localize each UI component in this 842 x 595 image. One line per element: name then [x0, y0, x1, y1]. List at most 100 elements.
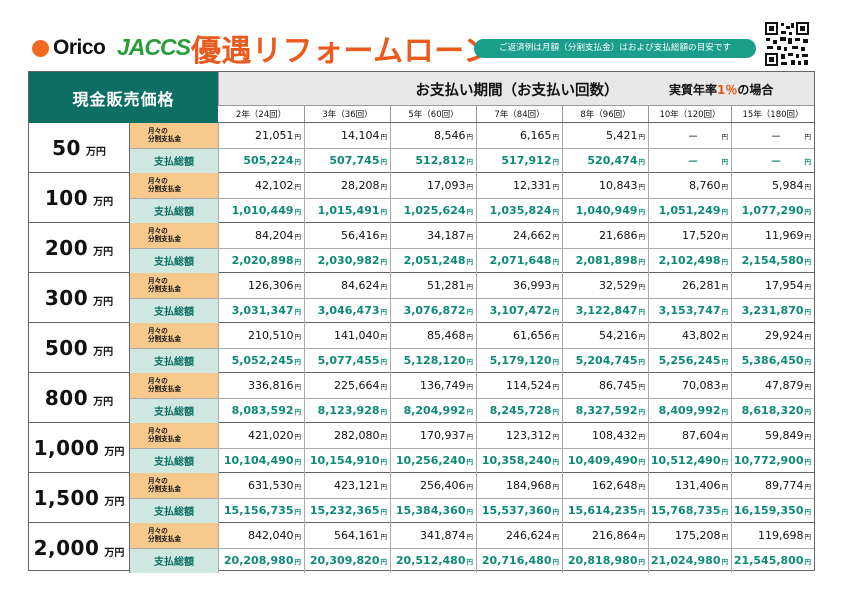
cash-price-value: 800	[44, 385, 89, 410]
value-text: 15,537,360	[481, 504, 552, 517]
period-header-cell: 2年（24回）	[235, 110, 287, 120]
period-header-cell: 3年（36回）	[304, 106, 390, 122]
row-divider	[130, 548, 814, 549]
yen-unit: 円	[552, 457, 560, 466]
yen-unit: 円	[466, 432, 474, 441]
value-text: 20,309,820	[309, 554, 380, 567]
monthly-payment-cell: 84,624 円	[304, 273, 390, 298]
value-text: 21,024,980	[650, 554, 721, 567]
total-payment-cell: 1,015,491 円	[304, 198, 390, 223]
total-payment-cell: 20,716,480 円	[476, 548, 562, 573]
qr-code-icon[interactable]	[764, 21, 810, 67]
value-text: 184,968	[506, 479, 552, 492]
cash-price-cell: 300 万円	[29, 273, 130, 322]
value-text: 29,924	[765, 329, 804, 342]
value-text: 59,849	[765, 429, 804, 442]
monthly-payment-cell: 17,954 円	[731, 273, 814, 298]
value-text: 2,071,648	[489, 254, 552, 267]
monthly-values-row: 210,510 円 141,040 円 85,468 円 61,656 円 54,216 円 43,…	[218, 323, 814, 348]
total-payment-cell: 15,614,235 円	[562, 498, 648, 523]
value-text: 2,030,982	[317, 254, 380, 267]
yen-unit: 円	[466, 157, 474, 166]
value-text: 17,093	[427, 179, 466, 192]
monthly-payment-cell: 86,745 円	[562, 373, 648, 398]
table-row: 1,000 万円 月々の 分割支払金 支払総額 421,020 円 282,080 円 170,…	[29, 423, 814, 473]
value-text: 8,083,592	[231, 404, 294, 417]
value-text: 170,937	[420, 429, 466, 442]
value-text: 61,656	[513, 329, 552, 342]
value-text: 210,510	[248, 329, 294, 342]
value-text: 8,618,320	[741, 404, 804, 417]
monthly-payment-cell: 170,937 円	[390, 423, 476, 448]
total-payment-cell: 10,358,240 円	[476, 448, 562, 473]
yen-unit: 円	[638, 157, 646, 166]
value-text: 119,698	[758, 529, 804, 542]
total-payment-label: 支払総額	[130, 398, 218, 423]
yen-unit: 円	[380, 457, 388, 466]
monthly-payment-cell: 114,524 円	[476, 373, 562, 398]
total-payment-cell: 5,179,120 円	[476, 348, 562, 373]
value-text: 21,686	[599, 229, 638, 242]
yen-unit: 円	[552, 282, 560, 291]
yen-unit: 円	[721, 257, 729, 266]
value-text: 216,864	[592, 529, 638, 542]
value-text: 1,035,824	[489, 204, 552, 217]
yen-unit: 円	[552, 482, 560, 491]
monthly-values-row: 421,020 円 282,080 円 170,937 円 123,312 円 108,432 円…	[218, 423, 814, 448]
yen-unit: 円	[804, 232, 812, 241]
value-text: 2,102,498	[658, 254, 721, 267]
yen-unit: 円	[380, 157, 388, 166]
value-text: 5,077,455	[317, 354, 380, 367]
value-text: 507,745	[329, 154, 380, 167]
yen-unit: 円	[552, 207, 560, 216]
table-row: 300 万円 月々の 分割支払金 支払総額 126,306 円 84,624 円 51,281 円…	[29, 273, 814, 323]
total-payment-cell: 15,384,360 円	[390, 498, 476, 523]
value-text: 282,080	[334, 429, 380, 442]
total-payment-cell: 20,818,980 円	[562, 548, 648, 573]
value-text: －	[687, 129, 699, 143]
value-text: 42,102	[255, 179, 294, 192]
value-text: 84,204	[255, 229, 294, 242]
value-text: 12,331	[513, 179, 552, 192]
value-text: 10,256,240	[395, 454, 466, 467]
yen-unit: 円	[466, 407, 474, 416]
yen-unit: 円	[380, 307, 388, 316]
value-text: 175,208	[675, 529, 721, 542]
value-text: 3,031,347	[231, 304, 294, 317]
yen-unit: 円	[804, 207, 812, 216]
monthly-payment-cell: 842,040 円	[218, 523, 304, 548]
yen-unit: 円	[294, 532, 302, 541]
yen-unit: 円	[804, 507, 812, 516]
total-payment-cell: 1,010,449 円	[218, 198, 304, 223]
total-payment-cell: 3,076,872 円	[390, 298, 476, 323]
page-title: 優遇リフォームローン	[191, 34, 494, 69]
yen-unit: 円	[804, 457, 812, 466]
value-text: 1,015,491	[317, 204, 380, 217]
yen-unit: 円	[804, 307, 812, 316]
yen-unit: 円	[721, 182, 729, 191]
cash-price-value: 200	[44, 235, 89, 260]
cash-price-cell: 2,000 万円	[29, 523, 130, 573]
total-payment-cell: 8,409,992 円	[648, 398, 731, 423]
value-text: 5,386,450	[741, 354, 804, 367]
total-payment-cell: 8,245,728 円	[476, 398, 562, 423]
total-values-row: 2,020,898 円 2,030,982 円 2,051,248 円 2,071,648 円…	[218, 248, 814, 273]
yen-unit: 円	[721, 232, 729, 241]
total-values-row: 1,010,449 円 1,015,491 円 1,025,624 円 1,035,824 円…	[218, 198, 814, 223]
payment-period-title: お支払い期間（お支払い回数）	[415, 83, 619, 99]
total-payment-cell: 507,745 円	[304, 148, 390, 173]
cash-price-value: 500	[44, 335, 89, 360]
yen-unit: 円	[804, 357, 812, 366]
table-body: 50 万円 月々の 分割支払金 支払総額 21,051 円 14,104 円 8,546 円 6,1…	[29, 123, 814, 573]
monthly-payment-label: 月々の 分割支払金	[130, 373, 218, 398]
table-row: 2,000 万円 月々の 分割支払金 支払総額 842,040 円 564,161 円 341,…	[29, 523, 814, 573]
value-text: 10,409,490	[567, 454, 638, 467]
value-text: 8,245,728	[489, 404, 552, 417]
total-payment-label: 支払総額	[130, 298, 218, 323]
yen-unit: 円	[552, 132, 560, 141]
yen-unit: 円	[721, 457, 729, 466]
period-header-cell: 7年（84回）	[476, 106, 562, 122]
total-payment-cell: 20,309,820 円	[304, 548, 390, 573]
value-text: 1,010,449	[231, 204, 294, 217]
yen-unit: 円	[380, 332, 388, 341]
